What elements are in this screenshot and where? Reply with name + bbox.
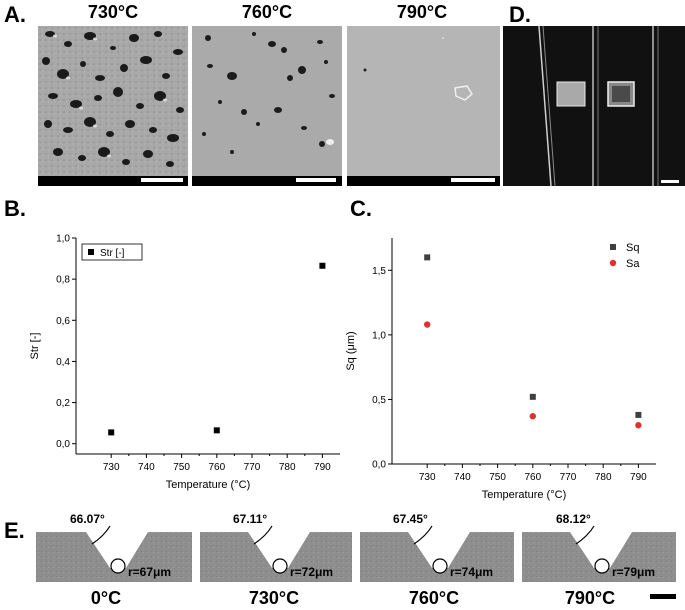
data-point — [424, 321, 431, 328]
optical-image-d-content — [503, 26, 685, 186]
x-tick-label: 760 — [208, 462, 225, 473]
y-tick-label: 1,0 — [372, 330, 386, 341]
legend-label: Sa — [626, 258, 640, 270]
x-tick-label: 730 — [419, 472, 436, 483]
sem-image-790 — [347, 26, 500, 186]
temp-label-790C: 790°C — [564, 588, 616, 608]
x-tick-label: 750 — [173, 462, 190, 473]
data-point — [424, 254, 431, 261]
panel-e-profiles — [36, 525, 676, 599]
sem-image-730 — [38, 26, 188, 186]
x-tick-label: 770 — [560, 472, 577, 483]
profile-0C — [36, 525, 192, 582]
sem-image-790-surface — [347, 26, 500, 186]
panel-a-title-730: 730°C — [87, 2, 139, 22]
x-tick-label: 760 — [524, 472, 541, 483]
x-tick-label: 780 — [279, 462, 296, 473]
x-tick-label: 790 — [314, 462, 331, 473]
scale-bar-e — [650, 594, 676, 599]
legend-marker — [88, 249, 94, 255]
legend-marker — [609, 259, 617, 267]
y-tick-label: 0,4 — [56, 357, 70, 368]
radius-label-760C: r=74μm — [450, 565, 494, 579]
data-point — [529, 393, 536, 400]
panel-e: 66.07° 67.11° 67.45° 68.12° r=67μm r=72μ… — [0, 510, 685, 610]
angle-label-760C: 67.45° — [393, 512, 428, 526]
panel-label-c: C. — [350, 196, 372, 221]
profile-790C — [522, 525, 676, 582]
legend-label: Sq — [626, 242, 639, 254]
y-tick-label: 0,5 — [372, 395, 386, 406]
panel-label-d: D. — [509, 2, 531, 27]
y-tick-label: 1,5 — [372, 266, 386, 277]
y-tick-label: 0,8 — [56, 275, 70, 286]
radius-label-730C: r=72μm — [290, 565, 334, 579]
sem-image-730-pores — [38, 26, 188, 186]
y-axis-label: Sq (μm) — [345, 331, 357, 370]
legend-box — [81, 243, 143, 261]
temp-label-730C: 730°C — [248, 588, 300, 608]
legend-marker — [610, 244, 616, 250]
legend-label: Str [-] — [100, 248, 125, 259]
x-axis-label: Temperature (°C) — [166, 479, 250, 491]
temp-label-760C: 760°C — [408, 588, 460, 608]
x-tick-label: 730 — [103, 462, 120, 473]
chart-b: 730 740 750 760 770 780 790 0,0 0,2 0,4 0,6 0,8 1,0 T… — [29, 234, 340, 491]
scale-bar — [296, 178, 336, 182]
x-tick-label: 780 — [595, 472, 612, 483]
angle-label-0C: 66.07° — [70, 512, 105, 526]
temp-label-0C: 0°C — [90, 588, 122, 608]
sem-image-760-pores — [192, 26, 342, 186]
y-tick-label: 0,0 — [56, 439, 70, 450]
x-tick-label: 790 — [630, 472, 647, 483]
angle-label-730C: 67.11° — [233, 512, 268, 526]
optical-image-d — [503, 26, 685, 186]
panel-a-title-760: 760°C — [241, 2, 293, 22]
y-tick-label: 1,0 — [56, 234, 70, 245]
scale-bar — [451, 178, 495, 182]
data-point — [635, 411, 642, 418]
data-point — [529, 413, 536, 420]
scale-bar — [661, 180, 679, 183]
profile-760C — [360, 525, 514, 582]
charts-svg: 730 740 750 760 770 780 790 0,0 0,2 0,4 0,6 0,8 1,0 T… — [29, 234, 656, 501]
data-point — [108, 429, 115, 436]
y-tick-label: 0,2 — [56, 398, 70, 409]
panel-label-a: A. — [4, 2, 26, 27]
x-tick-label: 740 — [138, 462, 155, 473]
panel-a-title-790: 790°C — [396, 2, 448, 22]
x-tick-label: 740 — [454, 472, 471, 483]
data-point — [635, 422, 642, 429]
profile-730C — [200, 525, 352, 582]
sem-image-760 — [192, 26, 342, 186]
chart-c: 730 740 750 760 770 780 790 0,0 0,5 1,0 1,5 Tempera… — [345, 238, 656, 501]
x-tick-label: 770 — [244, 462, 261, 473]
data-point — [213, 427, 220, 434]
panel-label-e: E. — [4, 518, 25, 543]
x-axis-label: Temperature (°C) — [482, 489, 566, 501]
x-tick-label: 750 — [489, 472, 506, 483]
panel-label-b: B. — [4, 196, 26, 221]
radius-label-790C: r=79μm — [612, 565, 656, 579]
y-tick-label: 0,0 — [372, 460, 386, 471]
radius-label-0C: r=67μm — [128, 565, 172, 579]
y-axis-label: Str [-] — [29, 333, 41, 360]
y-tick-label: 0,6 — [56, 316, 70, 327]
scale-bar — [141, 178, 183, 182]
data-point — [319, 262, 326, 269]
angle-label-790C: 68.12° — [556, 512, 591, 526]
